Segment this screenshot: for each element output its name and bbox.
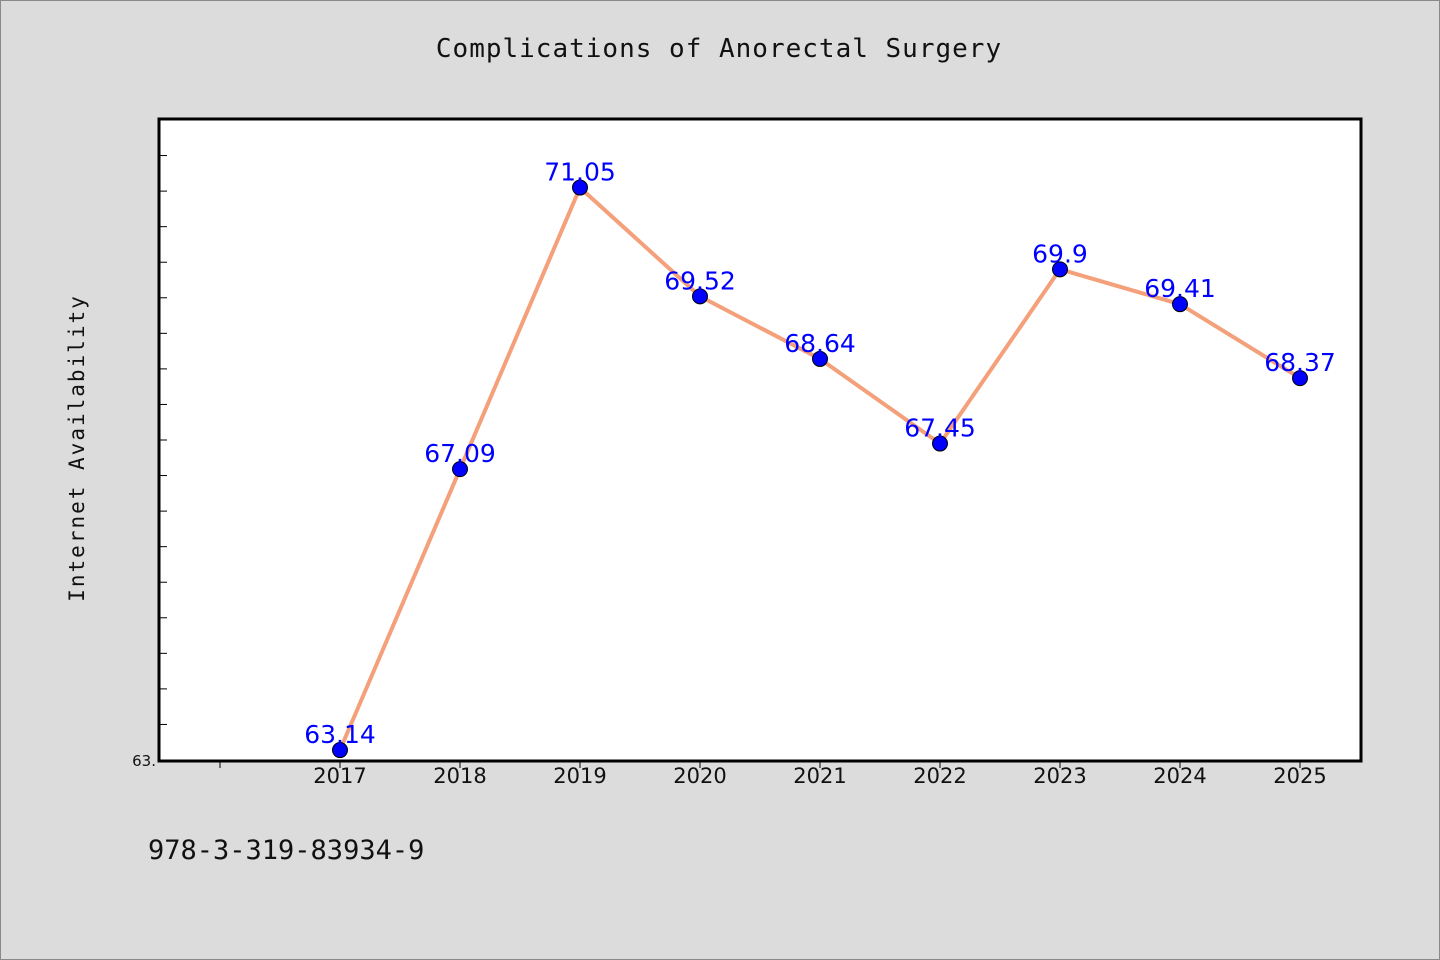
data-label: 68.64 <box>784 329 856 358</box>
x-tick-label: 2018 <box>433 764 486 788</box>
data-point <box>1172 296 1188 313</box>
x-tick-label: 2022 <box>913 764 966 788</box>
data-label: 68.37 <box>1264 348 1336 377</box>
y-tick-label: 63. <box>132 752 156 770</box>
data-label: 67.09 <box>424 439 496 468</box>
data-label: 69.41 <box>1144 274 1216 303</box>
data-point <box>332 742 348 759</box>
y-ticks: 63. <box>132 119 167 770</box>
data-label: 69.9 <box>1032 239 1088 268</box>
x-tick-label: 2017 <box>313 764 366 788</box>
footer-isbn: 978-3-319-83934-9 <box>148 835 425 866</box>
x-tick-label: 2025 <box>1273 764 1326 788</box>
data-point <box>812 350 828 367</box>
data-label: 67.45 <box>904 414 976 443</box>
x-tick-label: 2024 <box>1153 764 1206 788</box>
x-tick-label: 2020 <box>673 764 726 788</box>
x-tick-label: 2023 <box>1033 764 1086 788</box>
data-markers <box>332 179 1308 759</box>
data-point <box>932 435 948 452</box>
data-labels: 63.14 67.09 71.05 69.52 68.64 67.45 69.9 69.41 6… <box>304 158 1336 749</box>
data-point <box>1052 261 1068 278</box>
x-ticks: 2017 2018 2019 2020 2021 2022 2023 2024 2025 <box>219 760 1327 788</box>
x-tick-label: 2021 <box>793 764 846 788</box>
data-point <box>692 288 708 305</box>
data-point <box>452 461 468 478</box>
chart-title: Complications of Anorectal Surgery <box>435 34 1003 64</box>
data-label: 71.05 <box>544 158 616 187</box>
x-tick-label: 2019 <box>553 764 606 788</box>
plot-area <box>157 117 1363 763</box>
data-label: 69.52 <box>664 266 736 295</box>
data-label: 63.14 <box>304 720 376 749</box>
data-point <box>572 179 588 196</box>
data-point <box>1292 370 1308 387</box>
